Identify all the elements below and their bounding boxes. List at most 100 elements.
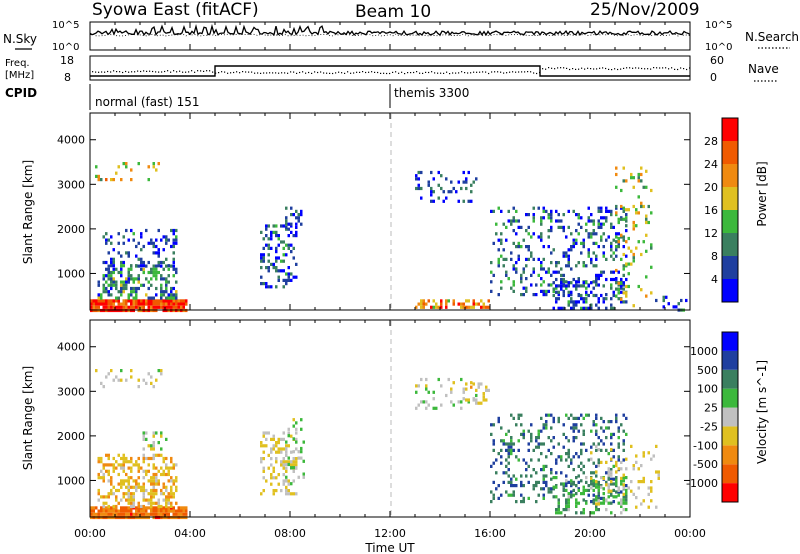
heatmap-cell (565, 452, 568, 456)
heatmap-cell (112, 469, 115, 473)
heatmap-cell (600, 225, 603, 229)
heatmap-cell (537, 432, 540, 436)
heatmap-cell (517, 219, 520, 223)
heatmap-cell (610, 303, 613, 307)
heatmap-cell (175, 501, 178, 505)
heatmap-cell (107, 509, 110, 513)
heatmap-cell (565, 235, 568, 239)
heatmap-cell (507, 455, 510, 459)
nave-dot (191, 70, 193, 72)
heatmap-cell (117, 296, 120, 300)
heatmap-cell (140, 283, 143, 287)
heatmap-cell (107, 283, 110, 287)
heatmap-cell (125, 299, 128, 303)
heatmap-cell (625, 208, 628, 212)
heatmap-cell (615, 166, 618, 170)
heatmap-cell (487, 388, 490, 392)
heatmap-cell (570, 267, 573, 271)
heatmap-cell (160, 472, 163, 477)
heatmap-cell (120, 466, 123, 470)
heatmap-cell (615, 232, 618, 236)
heatmap-cell (122, 506, 125, 510)
heatmap-cell (295, 440, 298, 444)
heatmap-cell (185, 299, 188, 303)
heatmap-cell (577, 280, 580, 284)
heatmap-cell (512, 229, 515, 233)
heatmap-cell (177, 509, 180, 513)
heatmap-cell (102, 509, 105, 513)
heatmap-cell (170, 485, 173, 489)
heatmap-cell (262, 259, 265, 263)
heatmap-cell (547, 413, 550, 417)
heatmap-cell (95, 165, 98, 169)
heatmap-cell (517, 241, 520, 245)
heatmap-cell (607, 470, 610, 474)
heatmap-cell (612, 257, 615, 261)
heatmap-cell (137, 463, 140, 467)
heatmap-cell (292, 457, 295, 461)
nave-dot (317, 71, 319, 74)
heatmap-cell (100, 512, 103, 516)
heatmap-cell (295, 447, 298, 451)
heatmap-cell (445, 299, 448, 303)
heatmap-cell (177, 302, 180, 306)
heatmap-cell (585, 448, 588, 452)
heatmap-cell (155, 277, 158, 281)
nave-dot (449, 73, 451, 75)
heatmap-cell (497, 206, 500, 210)
nave-dot (227, 72, 229, 74)
heatmap-cell (612, 293, 615, 298)
heatmap-cell (607, 495, 610, 499)
heatmap-cell (105, 232, 108, 236)
heatmap-cell (562, 488, 565, 492)
heatmap-cell (260, 266, 263, 270)
heatmap-cell (535, 445, 538, 449)
heatmap-cell (512, 416, 515, 420)
heatmap-cell (115, 488, 118, 493)
heatmap-cell (175, 228, 178, 233)
heatmap-cell (172, 299, 175, 303)
heatmap-cell (157, 228, 160, 233)
heatmap-cell (592, 493, 595, 497)
heatmap-cell (512, 442, 515, 446)
nave-dot (284, 72, 286, 74)
heatmap-cell (572, 245, 575, 249)
heatmap-cell (475, 177, 478, 181)
heatmap-cell (542, 426, 545, 430)
colorbar-segment (722, 369, 738, 389)
heatmap-cell (535, 484, 538, 488)
heatmap-cell (422, 305, 425, 309)
heatmap-cell (582, 281, 585, 285)
nave-dot (200, 70, 202, 72)
station-title: Syowa East (fitACF) (92, 0, 259, 20)
heatmap-cell (127, 296, 130, 300)
heatmap-cell (530, 432, 533, 436)
heatmap-cell (602, 492, 605, 496)
heatmap-cell (97, 472, 100, 477)
heatmap-cell (185, 512, 188, 516)
heatmap-cell (95, 512, 98, 516)
heatmap-cell (172, 482, 175, 486)
heatmap-cell (127, 512, 130, 516)
heatmap-cell (275, 246, 278, 250)
heatmap-cell (130, 302, 133, 306)
heatmap-cell (182, 506, 185, 510)
heatmap-cell (260, 230, 263, 234)
nave-dot (455, 72, 457, 74)
heatmap-cell (125, 506, 128, 510)
heatmap-cell (597, 485, 600, 489)
heatmap-cell (537, 257, 540, 261)
heatmap-cell (585, 300, 588, 304)
heatmap-cell (140, 299, 143, 303)
heatmap-cell (642, 454, 645, 458)
heatmap-cell (142, 453, 145, 457)
heatmap-cell (160, 305, 163, 309)
heatmap-cell (477, 382, 480, 386)
heatmap-cell (597, 502, 600, 506)
heatmap-cell (272, 444, 275, 448)
heatmap-cell (512, 216, 515, 220)
nave-dot (656, 67, 658, 69)
heatmap-cell (282, 246, 285, 250)
heatmap-cell (510, 436, 513, 440)
